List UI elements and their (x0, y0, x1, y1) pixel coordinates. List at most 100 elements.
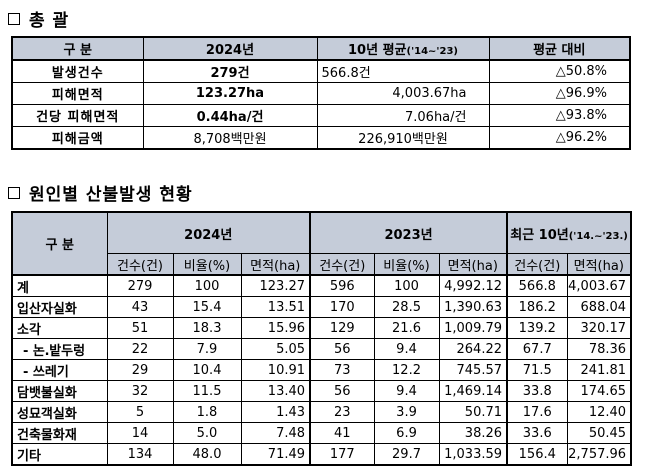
table-cell: 134 (106, 443, 174, 466)
subheader-area: 면적(ha) (438, 253, 509, 276)
table-cell: 29 (106, 359, 174, 381)
row-label: 담뱃불실화 (11, 380, 108, 402)
table-cell: 17.6 (506, 401, 568, 423)
subheader-count: 건수(건) (106, 253, 174, 276)
cell-vs: △96.9% (488, 82, 631, 105)
table-cell: 4,003.67 (566, 274, 632, 297)
table-row: 담뱃불실화 32 11.5 13.40 56 9.4 1,469.14 33.8 174.65 (11, 380, 632, 402)
table-cell: 9.4 (373, 338, 440, 360)
table-cell: 12.40 (566, 401, 632, 423)
row-label: 입산자실화 (11, 296, 108, 318)
cell-2024: 279건 (142, 59, 318, 83)
table-cell: 596 (309, 274, 375, 297)
table-cell: 28.5 (373, 296, 440, 318)
table-cell: 170 (309, 296, 375, 318)
cause-header-row-1: 구 분 2024년 2023년 최근 10년('14.~'23.) (11, 211, 632, 276)
summary-row: 피해금액 8,708백만원 226,910백만원 △96.2% (11, 126, 631, 150)
cell-2024: 8,708백만원 (142, 126, 318, 150)
table-cell: 12.2 (373, 359, 440, 381)
row-label: 피해금액 (11, 126, 144, 150)
cell-vs: △93.8% (488, 104, 631, 127)
table-cell: 11.5 (172, 380, 242, 402)
row-label: 소각 (11, 317, 108, 339)
table-cell: 13.51 (240, 296, 312, 318)
subheader-ratio: 비율(%) (172, 253, 242, 276)
table-cell: 139.2 (506, 317, 568, 339)
table-cell: 5 (106, 401, 174, 423)
table-cell: 7.48 (240, 422, 312, 444)
header-10yr-avg-label: 10년 평균 (348, 43, 407, 58)
row-label: 피해면적 (11, 82, 144, 105)
header-recent-10yr: 최근 10년('14.~'23.) (506, 211, 632, 254)
row-label: 발생건수 (11, 59, 144, 83)
cause-table: 구 분 2024년 2023년 최근 10년('14.~'23.) 건수(건) … (11, 211, 633, 466)
table-cell: 15.96 (240, 317, 312, 339)
summary-row: 발생건수 279건 566.8건 △50.8% (11, 59, 631, 83)
table-row: 성묘객실화 5 1.8 1.43 23 3.9 50.71 17.6 12.40 (11, 401, 632, 423)
table-cell: 3.9 (373, 401, 440, 423)
header-vs-avg: 평균 대비 (488, 36, 631, 61)
table-cell: 264.22 (438, 338, 509, 360)
table-cell: 50.71 (438, 401, 509, 423)
table-cell: 15.4 (172, 296, 242, 318)
table-cell: 22 (106, 338, 174, 360)
table-cell: 129 (309, 317, 375, 339)
table-row: 계 279 100 123.27 596 100 4,992.12 566.8 4,003.67 (11, 274, 632, 297)
table-cell: 566.8 (506, 274, 568, 297)
table-cell: 10.4 (172, 359, 242, 381)
table-cell: 156.4 (506, 443, 568, 466)
table-cell: 56 (309, 338, 375, 360)
table-cell: 5.0 (172, 422, 242, 444)
table-cell: 745.57 (438, 359, 509, 381)
table-cell: 73 (309, 359, 375, 381)
table-cell: 78.36 (566, 338, 632, 360)
header-2024: 2024년 (106, 211, 312, 254)
header-2023: 2023년 (309, 211, 509, 254)
table-cell: 1,033.59 (438, 443, 509, 466)
header-category: 구 분 (11, 36, 144, 61)
table-cell: 10.91 (240, 359, 312, 381)
table-cell: 33.8 (506, 380, 568, 402)
table-cell: 177 (309, 443, 375, 466)
table-cell: 7.9 (172, 338, 242, 360)
table-cell: 56 (309, 380, 375, 402)
table-cell: 1,390.63 (438, 296, 509, 318)
row-label: 건당 피해면적 (11, 104, 144, 127)
row-label: 성묘객실화 (11, 401, 108, 423)
checkbox-square-icon (8, 186, 20, 199)
header-recent-label: 최근 10년 (510, 227, 569, 243)
table-cell: 123.27 (240, 274, 312, 297)
section-title-text: 원인별 산불발생 현황 (29, 185, 193, 205)
table-cell: 6.9 (373, 422, 440, 444)
header-category: 구 분 (11, 211, 108, 276)
table-cell: 32 (106, 380, 174, 402)
table-row: 소각 51 18.3 15.96 129 21.6 1,009.79 139.2 320.17 (11, 317, 632, 339)
table-cell: 174.65 (566, 380, 632, 402)
table-cell: 41 (309, 422, 375, 444)
row-label: 기타 (11, 443, 108, 466)
row-label: 계 (11, 274, 108, 297)
table-cell: 23 (309, 401, 375, 423)
table-cell: 100 (373, 274, 440, 297)
table-cell: 320.17 (566, 317, 632, 339)
table-cell: 38.26 (438, 422, 509, 444)
summary-row: 피해면적 123.27ha 4,003.67ha △96.9% (11, 82, 631, 105)
table-cell: 18.3 (172, 317, 242, 339)
table-cell: 71.49 (240, 443, 312, 466)
row-label: - 논․밭두렁 (11, 338, 108, 360)
section-title-cause: 원인별 산불발생 현황 (8, 180, 193, 205)
table-cell: 71.5 (506, 359, 568, 381)
table-cell: 4,992.12 (438, 274, 509, 297)
table-cell: 100 (172, 274, 242, 297)
table-row: 입산자실화 43 15.4 13.51 170 28.5 1,390.63 186.2 688.… (11, 296, 632, 318)
summary-header-row: 구 분 2024년 10년 평균('14~'23) 평균 대비 (11, 36, 631, 61)
cell-avg: 4,003.67ha (316, 82, 490, 105)
cell-vs: △96.2% (488, 126, 631, 150)
summary-table: 구 분 2024년 10년 평균('14~'23) 평균 대비 발생건수 279… (11, 36, 631, 150)
table-cell: 2,757.96 (566, 443, 632, 466)
table-cell: 241.81 (566, 359, 632, 381)
table-cell: 1.43 (240, 401, 312, 423)
table-cell: 13.40 (240, 380, 312, 402)
table-cell: 1,009.79 (438, 317, 509, 339)
table-cell: 21.6 (373, 317, 440, 339)
